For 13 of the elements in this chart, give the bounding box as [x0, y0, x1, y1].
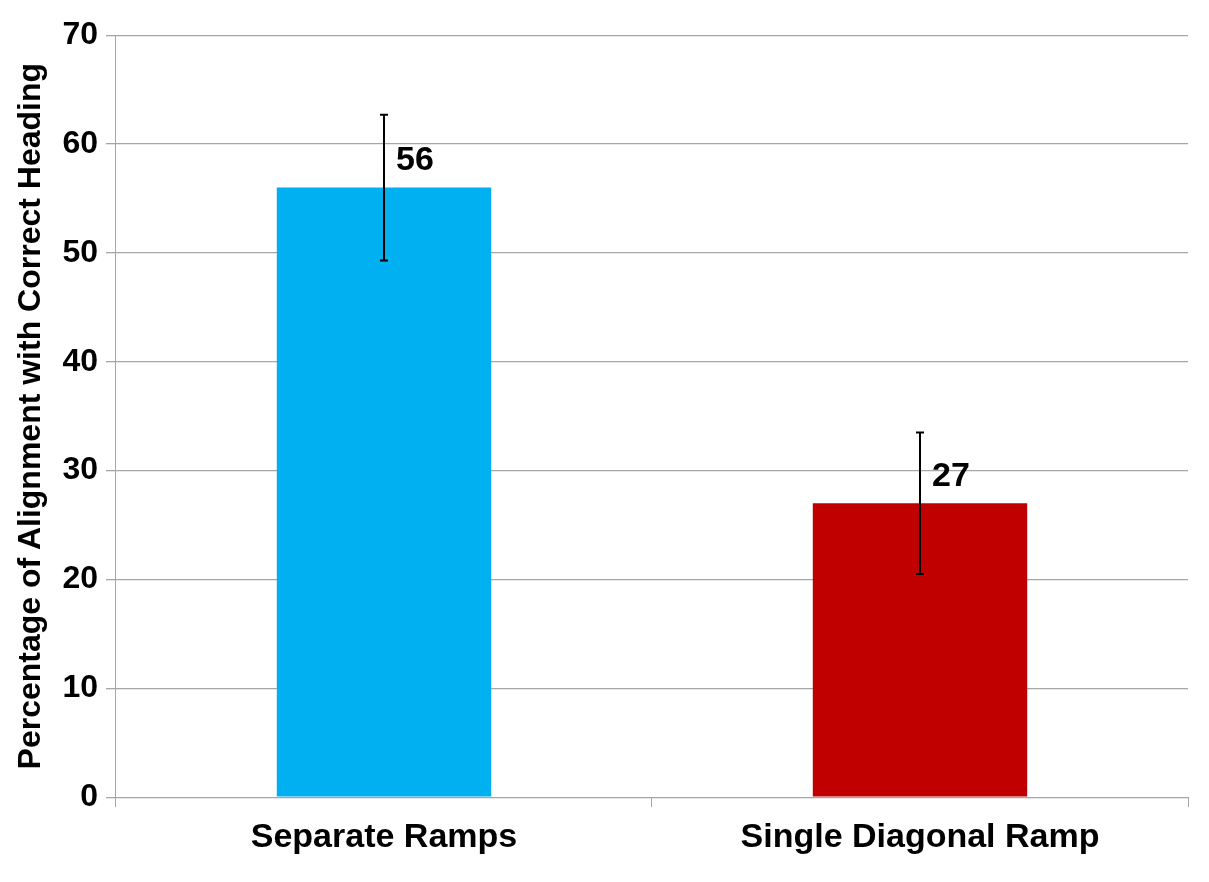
- y-tick-label: 50: [62, 232, 98, 269]
- y-tick-label: 0: [80, 777, 98, 814]
- y-tick-label: 70: [62, 15, 98, 52]
- data-label: 56: [396, 138, 434, 177]
- y-axis-title: Percentage of Alignment with Correct Heading: [11, 62, 48, 770]
- x-tick-label: Single Diagonal Ramp: [740, 815, 1100, 854]
- x-tick-label: Separate Ramps: [250, 815, 518, 854]
- data-label: 27: [932, 454, 970, 493]
- y-tick-label: 60: [62, 123, 98, 160]
- y-tick-label: 20: [62, 559, 98, 596]
- y-tick-label: 10: [62, 668, 98, 705]
- y-tick-label: 40: [62, 341, 98, 378]
- y-tick-label: 30: [62, 450, 98, 487]
